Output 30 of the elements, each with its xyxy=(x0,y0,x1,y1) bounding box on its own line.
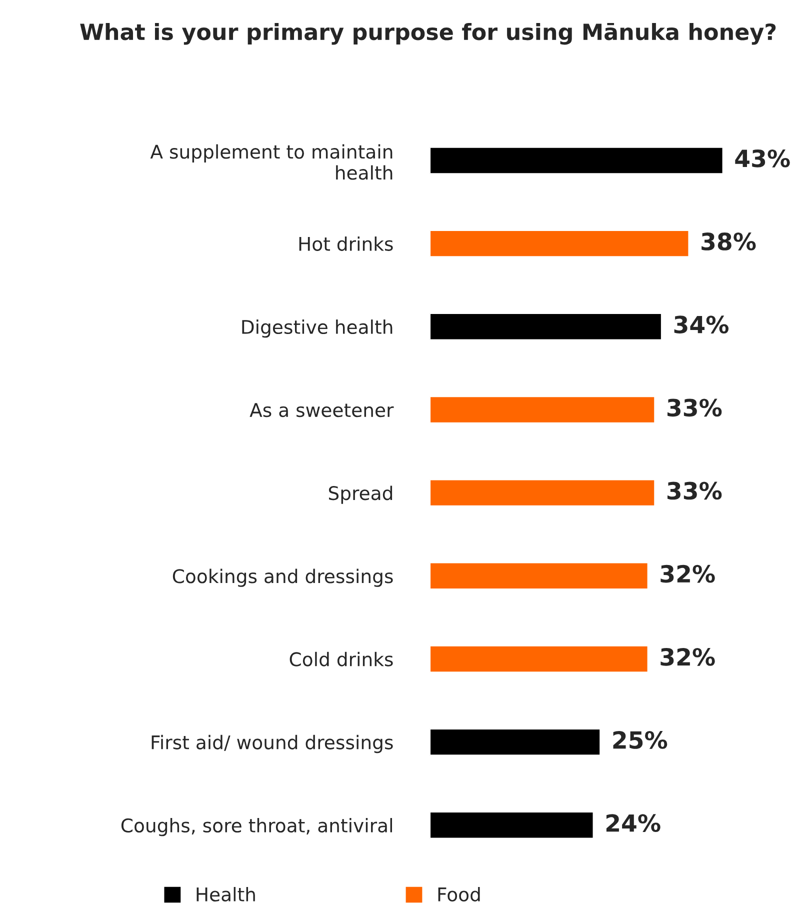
bar xyxy=(430,230,690,258)
legend-label: Health xyxy=(196,886,255,902)
y-tick-label: Digestive health xyxy=(242,320,392,338)
data-label: 24% xyxy=(606,814,660,832)
bar xyxy=(430,562,649,590)
y-tick-label: Spread xyxy=(328,486,392,504)
y-tick-label: As a sweetener xyxy=(250,403,394,418)
data-label: 43% xyxy=(735,149,790,168)
data-label: 33% xyxy=(668,482,722,500)
data-label: 25% xyxy=(613,731,668,749)
y-tick-label: Cookings and dressings xyxy=(172,568,393,587)
bar xyxy=(430,146,724,174)
data-label: 33% xyxy=(668,398,722,417)
y-tick-label: First aid/ wound dressings xyxy=(152,734,393,754)
bar xyxy=(430,644,649,673)
chart-title: What is your primary purpose for using Mānuka honey? xyxy=(80,23,776,45)
bar xyxy=(430,811,594,840)
data-label: 32% xyxy=(660,648,715,666)
bar xyxy=(430,728,601,756)
y-tick-label: Coughs, sore throat, antiviral xyxy=(121,818,392,836)
bar xyxy=(430,312,662,341)
data-label: 32% xyxy=(660,564,715,583)
bar xyxy=(430,478,656,507)
bar xyxy=(430,396,656,424)
y-tick-label: A supplement to maintain health xyxy=(150,144,392,180)
legend-label: Food xyxy=(438,886,480,902)
y-tick-label: Hot drinks xyxy=(299,236,393,251)
data-label: 38% xyxy=(702,232,756,250)
data-label: 34% xyxy=(674,316,729,334)
y-tick-label: Cold drinks xyxy=(290,652,393,666)
